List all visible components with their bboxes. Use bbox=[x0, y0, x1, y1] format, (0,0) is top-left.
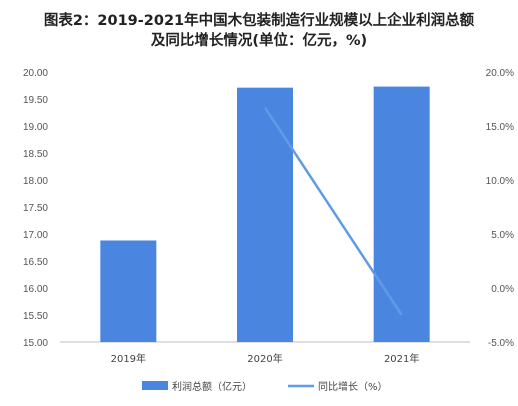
y-left-tick-label: 17.00 bbox=[23, 230, 48, 241]
growth-line bbox=[263, 106, 403, 316]
y-right-tick-label: 20.0% bbox=[486, 68, 514, 79]
y-right-tick-label: 5.0% bbox=[491, 230, 514, 241]
y-left-tick-label: 17.50 bbox=[23, 203, 48, 214]
chart-title-line-2: 及同比增长情况(单位：亿元，%) bbox=[151, 31, 367, 49]
y-left-tick-label: 18.50 bbox=[23, 149, 48, 160]
y-right-tick-label: 10.0% bbox=[486, 176, 514, 187]
legend-label-bar: 利润总额（亿元） bbox=[172, 380, 252, 393]
y-left-tick-label: 19.00 bbox=[23, 122, 48, 133]
x-tick-label: 2020年 bbox=[247, 352, 282, 365]
y-left-tick-label: 15.00 bbox=[23, 338, 48, 349]
legend-label-line: 同比增长（%） bbox=[318, 380, 388, 393]
bar bbox=[373, 86, 430, 342]
y-left-tick-label: 16.50 bbox=[23, 257, 48, 268]
x-tick-label: 2019年 bbox=[111, 352, 146, 365]
y-right-tick-label: -5.0% bbox=[488, 338, 514, 349]
plot-area: 15.00 15.50 16.00 16.50 17.00 17.50 18.00 18.50… bbox=[23, 68, 514, 393]
bar bbox=[100, 240, 157, 342]
chart-title-line-1: 图表2：2019-2021年中国木包装制造行业规模以上企业利润总额 bbox=[44, 11, 475, 29]
y-left-tick-label: 16.00 bbox=[23, 284, 48, 295]
legend-swatch-bar bbox=[142, 381, 168, 390]
bar bbox=[237, 87, 293, 342]
y-left-tick-label: 18.00 bbox=[23, 176, 48, 187]
y-right-tick-label: 15.0% bbox=[486, 122, 514, 133]
y-left-tick-label: 19.50 bbox=[23, 95, 48, 106]
y-left-tick-label: 20.00 bbox=[23, 68, 48, 79]
x-tick-label: 2021年 bbox=[384, 352, 419, 365]
y-left-tick-label: 15.50 bbox=[23, 311, 48, 322]
y-right-tick-label: 0.0% bbox=[491, 284, 514, 295]
